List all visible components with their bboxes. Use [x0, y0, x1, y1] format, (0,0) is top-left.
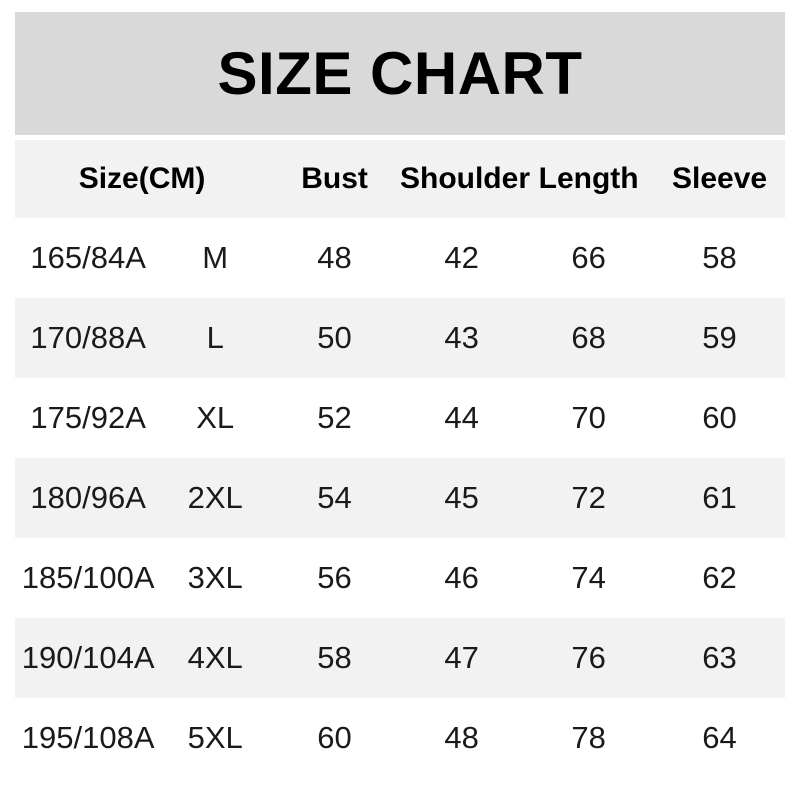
table-row: 170/88A L 50 43 68 59	[15, 298, 785, 378]
cell-length: 68	[571, 320, 606, 355]
table-row: 195/108A 5XL 60 48 78 64	[15, 698, 785, 778]
column-header-length: Length	[523, 140, 655, 218]
cell-shoulder: 48	[444, 720, 479, 755]
cell-shoulder: 47	[444, 640, 479, 675]
cell-shoulder: 45	[444, 480, 479, 515]
cell-shoulder: 42	[444, 240, 479, 275]
cell-sleeve: 58	[702, 240, 737, 275]
table-row: 165/84A M 48 42 66 58	[15, 218, 785, 298]
cell-length: 70	[571, 400, 606, 435]
column-header-bust: Bust	[269, 140, 400, 218]
cell-sleeve: 64	[702, 720, 737, 755]
cell-size: M	[202, 240, 229, 275]
cell-size: 3XL	[187, 560, 243, 595]
cell-length: 76	[571, 640, 606, 675]
cell-size: 5XL	[187, 720, 243, 755]
table-row: 185/100A 3XL 56 46 74 62	[15, 538, 785, 618]
page-title: SIZE CHART	[217, 39, 583, 107]
column-header-shoulder: Shoulder	[399, 140, 530, 218]
cell-bust: 54	[317, 480, 352, 515]
cell-height-size: 170/88A	[30, 320, 146, 355]
cell-height-size: 175/92A	[30, 400, 146, 435]
cell-height-size: 165/84A	[30, 240, 146, 275]
cell-size: 4XL	[187, 640, 243, 675]
cell-size: 2XL	[187, 480, 243, 515]
cell-bust: 52	[317, 400, 352, 435]
table-header-row: Size(CM) Bust Shoulder Length Sleeve	[15, 140, 785, 218]
cell-shoulder: 46	[444, 560, 479, 595]
table-row: 190/104A 4XL 58 47 76 63	[15, 618, 785, 698]
cell-length: 78	[571, 720, 606, 755]
size-table-body: 165/84A M 48 42 66 58 170/88A L 50 43 68 59 175/92A X…	[15, 218, 785, 778]
column-header-sleeve: Sleeve	[654, 140, 785, 218]
cell-length: 72	[571, 480, 606, 515]
cell-sleeve: 62	[702, 560, 737, 595]
cell-height-size: 185/100A	[21, 560, 155, 595]
cell-bust: 58	[317, 640, 352, 675]
table-row: 180/96A 2XL 54 45 72 61	[15, 458, 785, 538]
cell-height-size: 190/104A	[21, 640, 155, 675]
cell-sleeve: 63	[702, 640, 737, 675]
cell-height-size: 180/96A	[30, 480, 146, 515]
column-header-size: Size(CM)	[15, 140, 270, 218]
cell-size: XL	[196, 400, 235, 435]
cell-bust: 48	[317, 240, 352, 275]
cell-sleeve: 59	[702, 320, 737, 355]
cell-bust: 50	[317, 320, 352, 355]
cell-size: L	[206, 320, 224, 355]
cell-shoulder: 44	[444, 400, 479, 435]
size-table: Size(CM) Bust Shoulder Length Sleeve 165…	[15, 140, 785, 778]
cell-sleeve: 60	[702, 400, 737, 435]
cell-bust: 56	[317, 560, 352, 595]
cell-shoulder: 43	[444, 320, 479, 355]
cell-length: 66	[571, 240, 606, 275]
cell-sleeve: 61	[702, 480, 737, 515]
cell-bust: 60	[317, 720, 352, 755]
table-row: 175/92A XL 52 44 70 60	[15, 378, 785, 458]
cell-height-size: 195/108A	[21, 720, 155, 755]
chart-title-band: SIZE CHART	[15, 12, 785, 135]
cell-length: 74	[571, 560, 606, 595]
